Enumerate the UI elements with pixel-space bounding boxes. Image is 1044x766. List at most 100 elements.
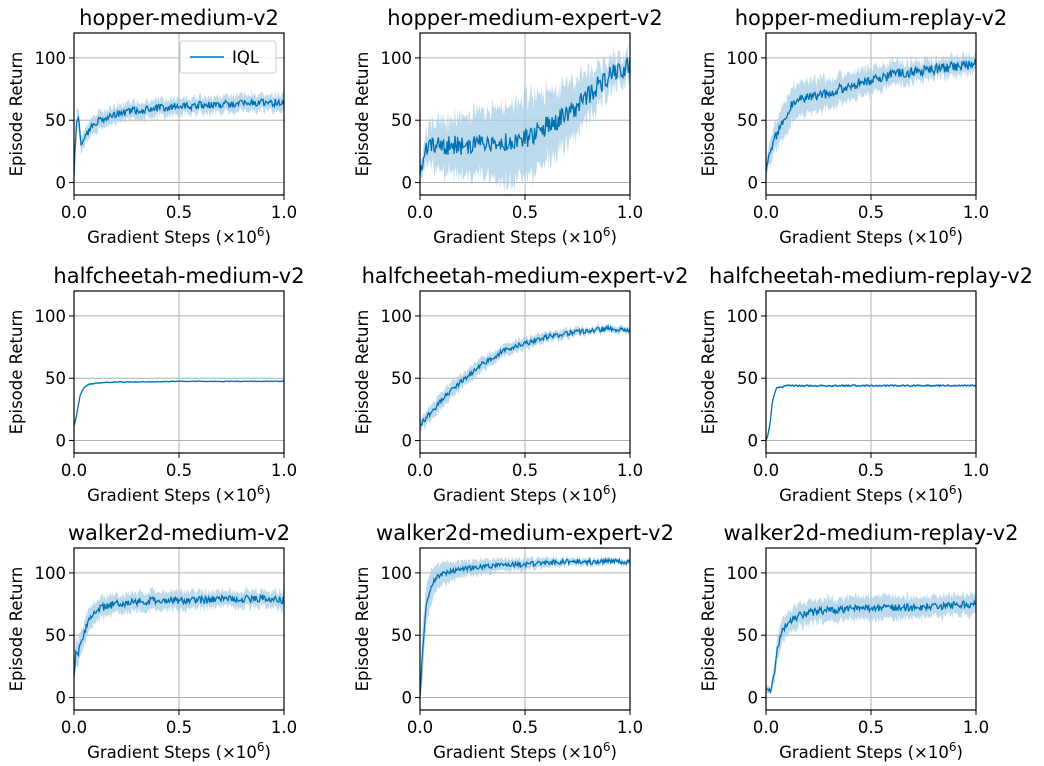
series-line-IQL	[74, 593, 284, 676]
x-tick-label: 0.0	[407, 461, 433, 480]
y-tick-label: 0	[748, 689, 759, 708]
y-tick-label: 0	[56, 689, 67, 708]
x-axis-label: Gradient Steps (×106)	[87, 740, 271, 762]
panel-title: hopper-medium-replay-v2	[735, 6, 1007, 30]
x-tick-label: 0.5	[512, 718, 538, 737]
y-tick-label: 100	[35, 307, 67, 326]
confidence-band	[420, 555, 630, 708]
x-tick-label: 1.0	[963, 203, 989, 222]
x-axis-label: Gradient Steps (×106)	[87, 225, 271, 247]
y-axis-label: Episode Return	[699, 52, 718, 177]
y-tick-label: 100	[35, 49, 67, 68]
x-tick-label: 1.0	[963, 718, 989, 737]
panel-title: walker2d-medium-expert-v2	[376, 521, 674, 545]
panel-title: hopper-medium-v2	[79, 6, 279, 30]
legend-entry: IQL	[232, 48, 260, 67]
x-tick-label: 0.0	[753, 718, 779, 737]
confidence-band	[74, 585, 284, 684]
panel-title: hopper-medium-expert-v2	[387, 6, 662, 30]
series-line-IQL	[74, 380, 284, 426]
y-tick-label: 50	[45, 111, 66, 130]
y-tick-label: 100	[727, 564, 759, 583]
subplot-walker2d-medium-expert-v2: 0.0 0.5 1.0 0 50 100 walker2d-medium-expert-v2…	[353, 521, 674, 762]
series-line-IQL	[420, 57, 630, 176]
x-axis-label: Gradient Steps (×106)	[433, 740, 617, 762]
x-tick-label: 0.5	[166, 461, 192, 480]
x-tick-label: 0.5	[512, 203, 538, 222]
confidence-band	[420, 44, 630, 195]
legend: IQL	[179, 40, 277, 74]
x-tick-label: 1.0	[963, 461, 989, 480]
x-tick-label: 1.0	[271, 203, 297, 222]
x-tick-label: 1.0	[617, 718, 643, 737]
y-tick-label: 50	[737, 111, 758, 130]
panel-title: halfcheetah-medium-replay-v2	[709, 264, 1033, 288]
y-tick-label: 100	[381, 307, 413, 326]
y-tick-label: 50	[737, 369, 758, 388]
x-tick-label: 0.5	[166, 203, 192, 222]
y-axis-label: Episode Return	[7, 567, 26, 692]
subplot-hopper-medium-v2: 0.0 0.5 1.0 0 50 100 hopper-medium-v2 Gradient …	[7, 6, 297, 247]
panel-title: walker2d-medium-replay-v2	[724, 521, 1019, 545]
x-tick-label: 0.5	[512, 461, 538, 480]
y-tick-label: 0	[402, 689, 413, 708]
series-line-IQL	[420, 556, 630, 696]
subplot-halfcheetah-medium-expert-v2: 0.0 0.5 1.0 0 50 100 halfcheetah-medium-expert…	[353, 264, 688, 505]
x-axis-label: Gradient Steps (×106)	[433, 483, 617, 505]
y-tick-label: 0	[402, 174, 413, 193]
panel-title: halfcheetah-medium-expert-v2	[362, 264, 689, 288]
x-axis-label: Gradient Steps (×106)	[779, 740, 963, 762]
series-line-IQL	[74, 98, 284, 177]
x-axis-label: Gradient Steps (×106)	[87, 483, 271, 505]
legend-box	[179, 40, 277, 74]
x-tick-label: 1.0	[617, 203, 643, 222]
y-tick-label: 50	[737, 626, 758, 645]
x-tick-label: 0.0	[61, 718, 87, 737]
subplot-halfcheetah-medium-replay-v2: 0.0 0.5 1.0 0 50 100 halfcheetah-medium-replay…	[699, 264, 1033, 505]
confidence-band	[74, 89, 284, 177]
series-line-IQL	[766, 383, 976, 441]
series-line-IQL	[766, 58, 976, 172]
y-tick-label: 100	[381, 49, 413, 68]
y-axis-label: Episode Return	[353, 567, 372, 692]
y-tick-label: 100	[727, 49, 759, 68]
y-axis-label: Episode Return	[353, 310, 372, 435]
x-tick-label: 0.5	[858, 461, 884, 480]
y-tick-label: 50	[391, 626, 412, 645]
x-tick-label: 0.5	[858, 203, 884, 222]
subplot-hopper-medium-replay-v2: 0.0 0.5 1.0 0 50 100 hopper-medium-replay-v2 Gr…	[699, 6, 1007, 247]
x-axis-label: Gradient Steps (×106)	[433, 225, 617, 247]
y-tick-label: 100	[727, 307, 759, 326]
y-tick-label: 50	[391, 369, 412, 388]
y-tick-label: 0	[748, 174, 759, 193]
y-tick-label: 0	[56, 174, 67, 193]
confidence-band	[766, 590, 976, 696]
confidence-band	[420, 322, 630, 432]
y-tick-label: 100	[35, 564, 67, 583]
y-axis-label: Episode Return	[353, 52, 372, 177]
subplot-hopper-medium-expert-v2: 0.0 0.5 1.0 0 50 100 hopper-medium-expert-v2 Gr…	[353, 6, 663, 247]
x-tick-label: 0.5	[166, 718, 192, 737]
y-tick-label: 0	[402, 432, 413, 451]
x-tick-label: 0.0	[61, 203, 87, 222]
y-tick-label: 50	[45, 626, 66, 645]
series-line-IQL	[766, 599, 976, 693]
confidence-band	[766, 50, 976, 179]
x-tick-label: 0.0	[407, 203, 433, 222]
x-tick-label: 1.0	[271, 461, 297, 480]
x-tick-label: 0.0	[407, 718, 433, 737]
y-tick-label: 100	[381, 564, 413, 583]
y-axis-label: Episode Return	[699, 310, 718, 435]
x-tick-label: 0.0	[753, 461, 779, 480]
x-tick-label: 1.0	[271, 718, 297, 737]
y-axis-label: Episode Return	[7, 310, 26, 435]
subplot-walker2d-medium-replay-v2: 0.0 0.5 1.0 0 50 100 walker2d-medium-replay-v2…	[699, 521, 1018, 762]
x-tick-label: 1.0	[617, 461, 643, 480]
y-tick-label: 0	[748, 432, 759, 451]
x-tick-label: 0.0	[753, 203, 779, 222]
y-tick-label: 50	[45, 369, 66, 388]
y-tick-label: 50	[391, 111, 412, 130]
y-tick-label: 0	[56, 432, 67, 451]
